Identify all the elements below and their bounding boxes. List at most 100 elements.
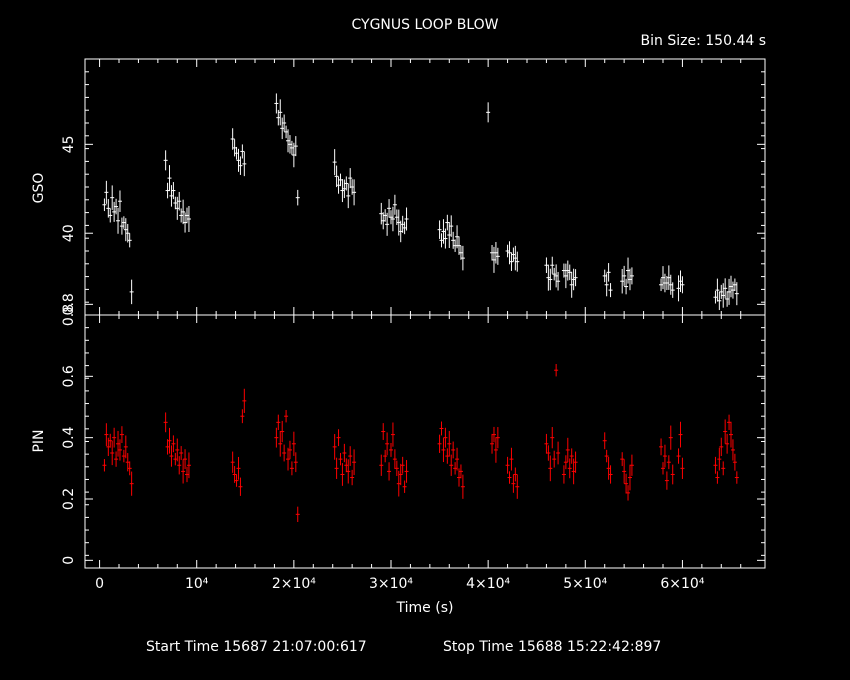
gso-point-44 xyxy=(291,142,296,168)
pin-point-109 xyxy=(602,432,607,450)
pin-point-13 xyxy=(127,461,132,476)
gso-point-105 xyxy=(565,260,570,281)
gso-point-116 xyxy=(624,278,629,295)
gso-point-76 xyxy=(445,214,450,231)
pin-point-100 xyxy=(554,364,559,377)
gso-point-21 xyxy=(175,196,180,220)
gso-point-92 xyxy=(509,252,514,271)
gso-point-13 xyxy=(127,233,132,248)
pin-point-137 xyxy=(729,421,733,448)
gso-point-35 xyxy=(274,93,279,114)
pin-point-119 xyxy=(659,438,664,456)
gso-point-110 xyxy=(602,269,607,283)
pin-point-113 xyxy=(620,452,625,467)
pin-point-54 xyxy=(346,459,351,484)
pin-point-36 xyxy=(276,414,281,431)
pin-point-52 xyxy=(342,443,347,463)
gso-point-95 xyxy=(515,251,520,272)
pin-point-90 xyxy=(507,471,512,484)
pin-point-18 xyxy=(169,445,174,467)
pin-point-80 xyxy=(453,462,458,475)
pin-point-22 xyxy=(177,456,182,475)
pin-point-77 xyxy=(447,430,452,457)
gso-point-108 xyxy=(571,268,576,291)
pin-point-65 xyxy=(392,449,397,470)
pin-point-48 xyxy=(334,457,339,479)
pin-point-120 xyxy=(661,462,665,475)
gso-point-43 xyxy=(289,140,294,155)
pin-point-23 xyxy=(179,446,184,460)
pin-point-116 xyxy=(626,485,631,501)
gso-point-130 xyxy=(713,290,718,304)
gso-point-88 xyxy=(493,242,498,264)
pin-point-121 xyxy=(662,444,667,468)
gso-point-141 xyxy=(734,282,739,306)
gso-axis-label: GSO xyxy=(31,173,47,204)
pin-point-24 xyxy=(181,459,186,484)
gso-point-48 xyxy=(334,165,339,188)
pin-point-28 xyxy=(230,451,235,473)
gso-point-31 xyxy=(236,148,241,172)
pin-point-4 xyxy=(110,440,115,466)
gso-point-82 xyxy=(457,236,461,255)
gso-point-42 xyxy=(287,135,292,154)
pin-point-139 xyxy=(732,453,737,471)
pin-point-92 xyxy=(511,474,516,493)
gso-point-100 xyxy=(552,267,557,281)
pin-point-85 xyxy=(490,433,495,454)
gso-point-2 xyxy=(106,199,111,218)
pin-point-124 xyxy=(668,425,673,450)
pin-point-68 xyxy=(398,463,403,486)
pin-point-9 xyxy=(119,426,124,444)
x-tick-label-0: 0 xyxy=(95,576,104,592)
gso-point-126 xyxy=(670,282,675,298)
gso-point-54 xyxy=(346,183,351,209)
pin-point-106 xyxy=(569,448,574,464)
gso-point-45 xyxy=(293,136,298,157)
gso-point-111 xyxy=(604,273,609,297)
gso-point-139 xyxy=(730,281,735,299)
gso-point-129 xyxy=(680,276,685,294)
gso-point-59 xyxy=(381,212,386,230)
pin-point-96 xyxy=(546,445,551,461)
pin-point-43 xyxy=(289,461,294,476)
pin-y-tick-label-3: 0.6 xyxy=(61,365,77,387)
gso-point-71 xyxy=(404,207,409,231)
gso-point-134 xyxy=(721,283,726,308)
gso-point-91 xyxy=(507,241,512,265)
gso-y-tick-label-2: 45 xyxy=(61,135,77,153)
gso-point-140 xyxy=(732,278,737,292)
pin-point-5 xyxy=(112,427,117,448)
pin-point-61 xyxy=(385,432,390,456)
gso-point-19 xyxy=(171,182,176,200)
pin-point-130 xyxy=(715,471,720,484)
pin-point-10 xyxy=(121,449,126,463)
pin-point-66 xyxy=(394,460,399,477)
gso-point-53 xyxy=(344,176,349,191)
pin-point-136 xyxy=(727,414,732,431)
gso-point-16 xyxy=(165,182,170,199)
x-axis-label: Time (s) xyxy=(396,600,454,616)
gso-point-62 xyxy=(387,199,392,218)
pin-point-127 xyxy=(678,421,683,448)
gso-point-75 xyxy=(443,228,448,249)
pin-point-110 xyxy=(604,449,609,463)
gso-point-40 xyxy=(284,125,289,139)
pin-point-55 xyxy=(348,446,353,466)
gso-point-7 xyxy=(116,207,121,234)
gso-point-131 xyxy=(715,278,720,302)
x-tick-label-6: 6×10⁴ xyxy=(660,576,704,592)
gso-point-96 xyxy=(544,257,549,273)
pin-point-133 xyxy=(721,461,726,476)
time-x-axis: 0 10⁴ 2×10⁴ 3×10⁴ 4×10⁴ 5×10⁴ 6×10⁴ xyxy=(95,59,742,592)
gso-point-17 xyxy=(167,165,172,192)
gso-point-6 xyxy=(114,198,119,215)
pin-point-3 xyxy=(108,433,113,448)
pin-point-20 xyxy=(173,452,178,466)
pin-point-70 xyxy=(402,480,407,493)
gso-point-93 xyxy=(511,247,516,262)
pin-point-19 xyxy=(171,435,176,453)
gso-point-51 xyxy=(340,179,345,203)
gso-point-114 xyxy=(620,268,625,294)
pin-point-53 xyxy=(344,458,349,473)
